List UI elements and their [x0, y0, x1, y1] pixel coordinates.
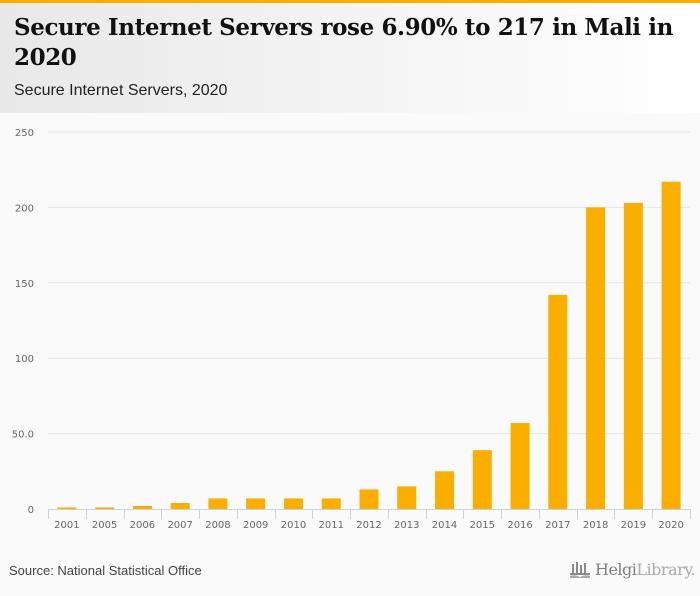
- x-tick-label: 2006: [130, 520, 155, 531]
- bar-2020[interactable]: [661, 181, 681, 509]
- bar-2015[interactable]: [472, 450, 492, 509]
- y-tick-label: 100: [15, 354, 34, 365]
- y-tick-label: 250: [15, 128, 34, 139]
- bar-2007[interactable]: [170, 502, 190, 509]
- x-tick-label: 2016: [507, 520, 532, 531]
- x-tick-label: 2018: [583, 520, 608, 531]
- helgi-library-logo[interactable]: Helgi Library.: [569, 560, 696, 579]
- x-axis: 2001 2005 2006 2007 2008 2009 2010 2011 2012 2013…: [48, 509, 691, 531]
- accent-top-bar: [0, 0, 700, 3]
- bar-2012[interactable]: [359, 489, 379, 509]
- x-tick-label: 2010: [281, 520, 306, 531]
- y-tick-label: 200: [15, 203, 34, 214]
- bar-2008[interactable]: [208, 498, 228, 509]
- x-tick-label: 2020: [658, 520, 683, 531]
- x-tick-label: 2019: [621, 520, 646, 531]
- x-tick-label: 2011: [319, 520, 344, 531]
- x-tick-label: 2001: [54, 520, 79, 531]
- source-note: Source: National Statistical Office: [9, 563, 202, 578]
- y-tick-label: 0: [28, 505, 34, 516]
- chart-header: Secure Internet Servers rose 6.90% to 21…: [0, 3, 700, 113]
- bar-2019[interactable]: [623, 202, 643, 509]
- logo-text-helgi: Helgi: [595, 560, 637, 579]
- x-tick-label: 2009: [243, 520, 268, 531]
- bar-2014[interactable]: [435, 471, 455, 509]
- y-axis-labels: 0 50.0 100 150 200 250: [12, 128, 34, 516]
- x-tick-label: 2008: [205, 520, 230, 531]
- bar-2011[interactable]: [321, 498, 341, 509]
- bar-2010[interactable]: [283, 498, 303, 509]
- bar-2016[interactable]: [510, 423, 530, 509]
- x-tick-label: 2013: [394, 520, 419, 531]
- bar-2018[interactable]: [586, 207, 606, 509]
- bar-2017[interactable]: [548, 294, 568, 509]
- x-tick-label: 2012: [356, 520, 381, 531]
- x-tick-label: 2005: [92, 520, 117, 531]
- library-building-icon: [570, 561, 590, 578]
- y-tick-label: 50.0: [12, 430, 34, 441]
- x-tick-label: 2017: [545, 520, 570, 531]
- logo-text-library: Library.: [636, 560, 696, 579]
- bar-2013[interactable]: [397, 486, 417, 509]
- bar-2006[interactable]: [132, 505, 152, 509]
- bars: [57, 181, 681, 509]
- x-tick-label: 2015: [470, 520, 495, 531]
- chart-title: Secure Internet Servers rose 6.90% to 21…: [14, 14, 673, 71]
- bar-2009[interactable]: [246, 498, 266, 509]
- x-tick-label: 2007: [167, 520, 192, 531]
- chart-subtitle: Secure Internet Servers, 2020: [14, 82, 228, 99]
- x-tick-label: 2014: [432, 520, 457, 531]
- bar-2005[interactable]: [95, 507, 115, 509]
- bar-2001[interactable]: [57, 507, 77, 509]
- y-tick-label: 150: [15, 279, 34, 290]
- gridlines: [48, 131, 690, 435]
